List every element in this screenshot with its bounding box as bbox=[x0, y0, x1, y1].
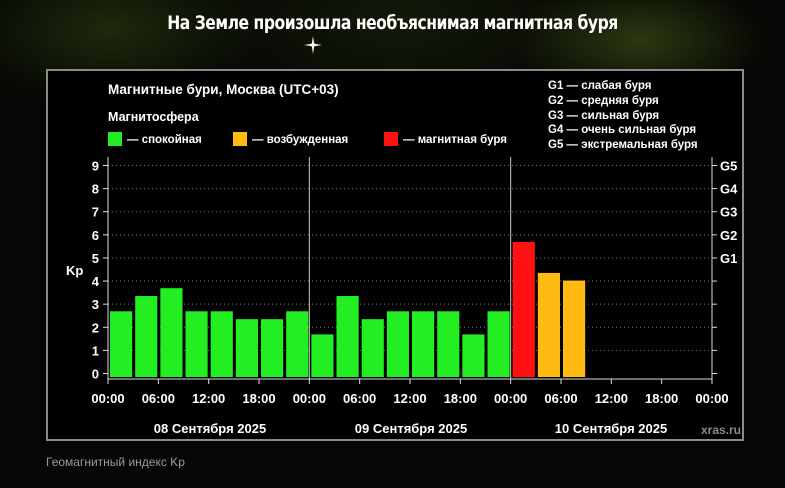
g-level-label: G1 bbox=[720, 251, 737, 266]
x-tick-label: 00:00 bbox=[494, 391, 527, 406]
bar-14 bbox=[437, 311, 460, 377]
figure-caption: Геомагнитный индекс Kp bbox=[46, 455, 185, 469]
sparkle-icon bbox=[304, 36, 322, 54]
bar-6 bbox=[235, 319, 258, 377]
storm-level-g5: G5 — экстремальная буря bbox=[548, 139, 698, 151]
legend-label-storm: — магнитная буря bbox=[403, 134, 507, 146]
legend-swatch-calm bbox=[108, 132, 122, 146]
bar-15 bbox=[462, 334, 485, 377]
bar-8 bbox=[286, 311, 309, 377]
legend-swatch-storm bbox=[384, 132, 398, 146]
x-tick-label: 18:00 bbox=[645, 391, 678, 406]
y-tick-label: 6 bbox=[92, 228, 99, 243]
x-tick-label: 00:00 bbox=[293, 391, 326, 406]
x-tick-label: 06:00 bbox=[142, 391, 175, 406]
x-tick-label: 12:00 bbox=[595, 391, 628, 406]
day-label-1: 08 Сентября 2025 bbox=[154, 421, 266, 436]
bar-19 bbox=[563, 280, 586, 377]
bar-11 bbox=[361, 319, 384, 377]
bar-1 bbox=[110, 311, 133, 377]
y-axis-label: Kp bbox=[66, 263, 83, 278]
x-tick-label: 12:00 bbox=[192, 391, 225, 406]
bar-12 bbox=[386, 311, 409, 377]
bar-5 bbox=[210, 311, 233, 377]
g-level-label: G2 bbox=[720, 228, 737, 243]
day-label-2: 09 Сентября 2025 bbox=[355, 421, 467, 436]
bars-layer bbox=[110, 241, 586, 377]
axes-layer: 0 1 2 3 4 5 6 7 8 9 G1 G2 G3 G4 G5 00:00 06:00 12:00 18:00… bbox=[91, 157, 738, 406]
x-tick-label: 18:00 bbox=[444, 391, 477, 406]
g-level-label: G4 bbox=[720, 182, 738, 197]
x-tick-label: 06:00 bbox=[544, 391, 577, 406]
y-tick-label: 1 bbox=[92, 343, 99, 358]
storm-level-g1: G1 — слабая буря bbox=[548, 80, 652, 92]
bar-9 bbox=[311, 334, 334, 377]
y-tick-label: 8 bbox=[92, 182, 99, 197]
legend-swatch-excited bbox=[233, 132, 247, 146]
y-tick-label: 4 bbox=[92, 274, 100, 289]
labels-layer: Магнитные бури, Москва (UTC+03) Магнитос… bbox=[66, 80, 741, 437]
y-tick-label: 2 bbox=[92, 320, 99, 335]
bar-13 bbox=[412, 311, 435, 377]
bar-16 bbox=[487, 311, 510, 377]
bar-7 bbox=[261, 319, 284, 377]
x-tick-label: 18:00 bbox=[242, 391, 275, 406]
y-tick-label: 7 bbox=[92, 205, 99, 220]
y-tick-label: 9 bbox=[92, 159, 99, 174]
legend-title: Магнитосфера bbox=[108, 110, 200, 124]
bar-4 bbox=[185, 311, 208, 377]
storm-level-g4: G4 — очень сильная буря bbox=[548, 124, 696, 136]
y-tick-label: 3 bbox=[92, 297, 99, 312]
x-tick-label: 12:00 bbox=[393, 391, 426, 406]
kp-chart: 0 1 2 3 4 5 6 7 8 9 G1 G2 G3 G4 G5 00:00 06:00 12:00 18:00… bbox=[66, 80, 741, 437]
legend-label-excited: — возбужденная bbox=[252, 134, 348, 146]
y-tick-label: 5 bbox=[92, 251, 99, 266]
chart-title: Магнитные бури, Москва (UTC+03) bbox=[108, 82, 339, 97]
bar-17 bbox=[512, 241, 535, 377]
x-tick-label: 06:00 bbox=[343, 391, 376, 406]
bar-3 bbox=[160, 288, 183, 377]
y-tick-label: 0 bbox=[92, 367, 99, 382]
bar-18 bbox=[537, 272, 560, 377]
bar-10 bbox=[336, 296, 359, 377]
storm-level-g2: G2 — средняя буря bbox=[548, 95, 659, 107]
legend-label-calm: — спокойная bbox=[127, 134, 202, 146]
day-label-3: 10 Сентября 2025 bbox=[555, 421, 667, 436]
storm-level-g3: G3 — сильная буря bbox=[548, 110, 659, 122]
bar-2 bbox=[135, 296, 158, 377]
watermark: xras.ru bbox=[701, 423, 741, 437]
headline: На Земле произошла необъяснимая магнитна… bbox=[167, 12, 618, 34]
g-level-label: G5 bbox=[720, 159, 737, 174]
g-level-label: G3 bbox=[720, 205, 737, 220]
x-tick-label: 00:00 bbox=[695, 391, 728, 406]
x-tick-label: 00:00 bbox=[91, 391, 124, 406]
